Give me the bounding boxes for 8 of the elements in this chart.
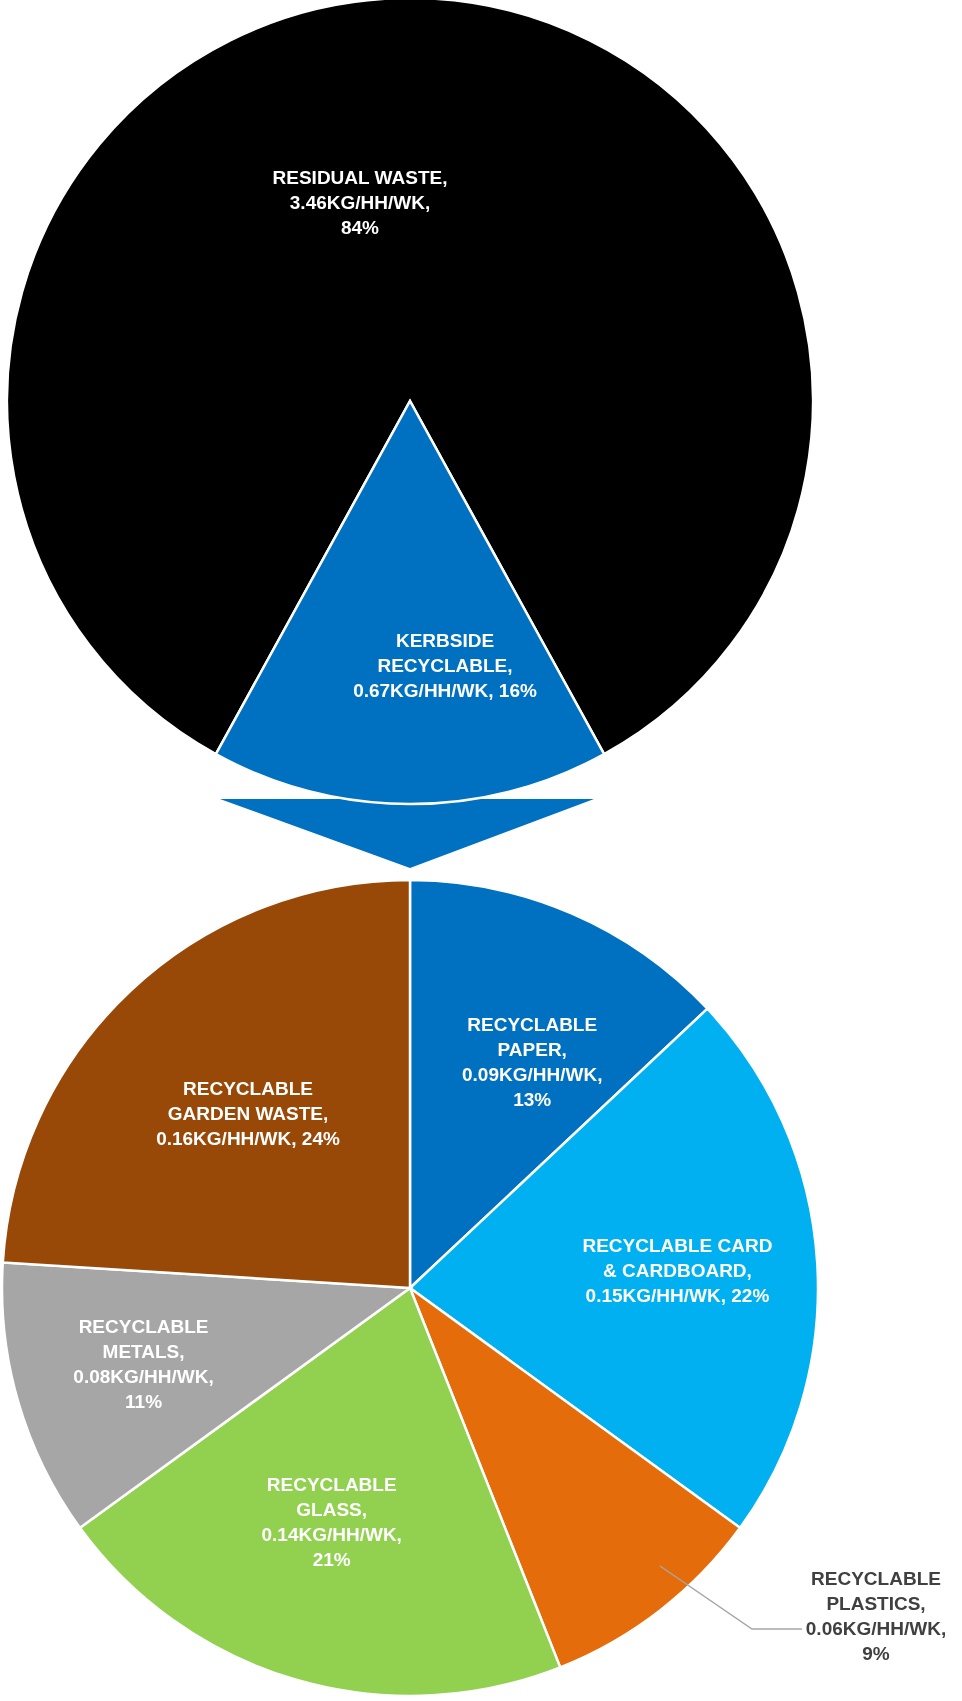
slice-label: RECYCLABLE PAPER, 0.09KG/HH/WK, 13% bbox=[462, 1013, 603, 1110]
slice-label: RESIDUAL WASTE, 3.46KG/HH/WK, 84% bbox=[272, 166, 448, 238]
slice-label: KERBSIDE RECYCLABLE, 0.67KG/HH/WK, 16% bbox=[353, 630, 537, 701]
slice-label: RECYCLABLE PLASTICS, 0.06KG/HH/WK, 9% bbox=[805, 1567, 947, 1664]
slice-label: RECYCLABLE GLASS, 0.14KG/HH/WK, 21% bbox=[261, 1473, 402, 1570]
slice-label: RECYCLABLE CARD & CARDBOARD, 0.15KG/HH/WK, 22% bbox=[582, 1235, 773, 1307]
slice-label: RECYCLABLE GARDEN WASTE, 0.16KG/HH/WK, 24% bbox=[156, 1078, 340, 1150]
slice-label: RECYCLABLE METALS, 0.08KG/HH/WK, 11% bbox=[73, 1315, 214, 1412]
